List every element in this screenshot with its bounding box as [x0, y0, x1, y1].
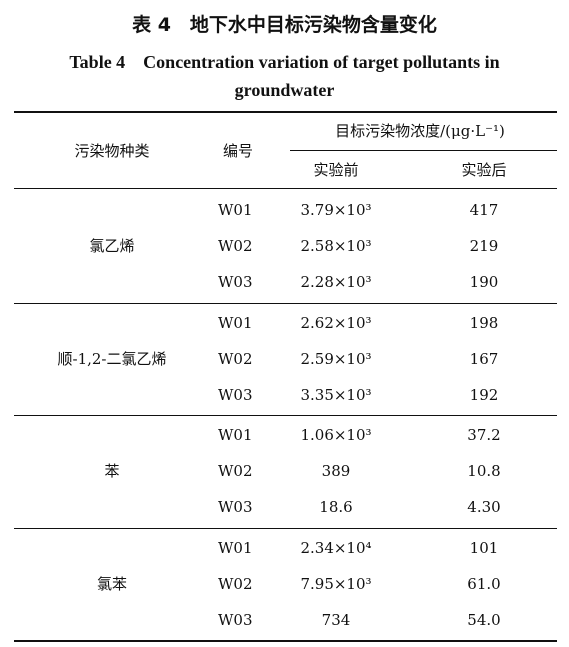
code-cell: W02 — [218, 462, 253, 480]
before-cell: 7.95×10³ — [300, 574, 372, 593]
after-cell: 167 — [469, 349, 499, 368]
after-cell: 219 — [469, 237, 499, 255]
before-cell: 2.58×10³ — [300, 237, 372, 255]
header-rule — [290, 150, 557, 151]
title-zh: 表 4 地下水中目标污染物含量变化 — [132, 14, 437, 36]
after-cell: 10.8 — [467, 462, 501, 480]
before-cell: 2.59×10³ — [300, 349, 372, 368]
before-cell: 1.06×10³ — [300, 426, 372, 444]
after-cell: 61.0 — [467, 574, 501, 593]
code-cell: W03 — [218, 610, 253, 629]
code-cell: W02 — [218, 574, 253, 593]
before-cell: 3.79×10³ — [300, 201, 372, 219]
group-rule — [14, 302, 557, 304]
header: 实验后 — [461, 161, 507, 179]
group-name: 氯乙烯 — [89, 237, 135, 255]
header-bottom-rule — [14, 188, 557, 189]
code-cell: W01 — [218, 313, 253, 332]
group-name: 氯苯 — [96, 574, 128, 593]
code-cell: W01 — [218, 538, 253, 557]
before-cell: 2.34×10⁴ — [300, 538, 372, 557]
bottom-rule — [14, 640, 557, 642]
header: 污染物种类 — [74, 142, 150, 160]
group-rule — [14, 527, 557, 529]
code-cell: W01 — [218, 426, 253, 444]
after-cell: 198 — [469, 313, 499, 332]
after-cell: 37.2 — [467, 426, 501, 444]
code-cell: W01 — [218, 201, 253, 219]
after-cell: 192 — [469, 385, 499, 404]
after-cell: 4.30 — [467, 498, 501, 516]
title-en: Table 4 Concentration variation of targe… — [69, 52, 500, 100]
after-cell: 190 — [469, 273, 499, 291]
before-cell: 18.6 — [319, 498, 353, 516]
group-name: 苯 — [104, 462, 120, 480]
after-cell: 101 — [469, 538, 499, 557]
after-cell: 417 — [469, 201, 499, 219]
code-cell: W02 — [218, 237, 253, 255]
before-cell: 389 — [321, 462, 351, 480]
code-cell: W02 — [218, 349, 253, 368]
code-cell: W03 — [218, 385, 253, 404]
before-cell: 734 — [321, 610, 351, 629]
before-cell: 2.62×10³ — [300, 313, 372, 332]
group-name: 顺-1,2-二氯乙烯 — [57, 349, 167, 368]
group-rule — [14, 415, 557, 416]
header: 目标污染物浓度/(μg·L⁻¹) — [335, 122, 505, 140]
header: 实验前 — [313, 161, 359, 179]
code-cell: W03 — [218, 498, 253, 516]
code-cell: W03 — [218, 273, 253, 291]
header: 编号 — [222, 142, 254, 160]
after-cell: 54.0 — [467, 610, 501, 629]
before-cell: 3.35×10³ — [300, 385, 372, 404]
top-rule — [14, 111, 557, 113]
before-cell: 2.28×10³ — [300, 273, 372, 291]
